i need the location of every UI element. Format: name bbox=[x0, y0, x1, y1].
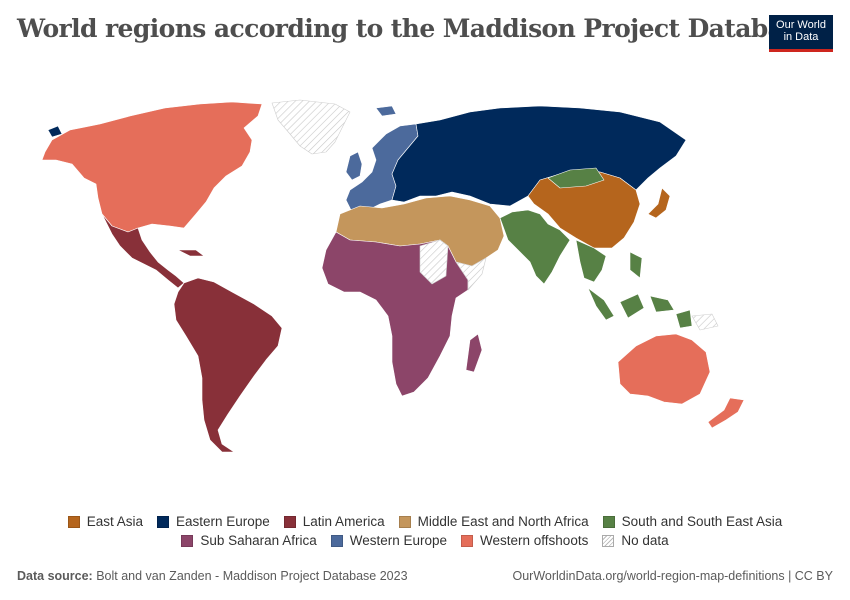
legend-label: East Asia bbox=[86, 514, 143, 529]
region-caribbean[interactable] bbox=[177, 249, 205, 257]
legend-row-1: East Asia Eastern Europe Latin America M… bbox=[0, 512, 850, 531]
region-mongolia[interactable] bbox=[547, 167, 605, 189]
legend-label: Eastern Europe bbox=[175, 514, 270, 529]
region-horn-of-africa[interactable] bbox=[455, 257, 487, 291]
legend-swatch bbox=[330, 534, 343, 547]
region-south-asia[interactable] bbox=[499, 209, 571, 285]
legend-item-latin-america[interactable]: Latin America bbox=[283, 514, 385, 529]
legend-item-western-europe[interactable]: Western Europe bbox=[330, 533, 448, 548]
legend-swatch bbox=[602, 515, 615, 528]
region-north-america[interactable] bbox=[41, 101, 263, 233]
region-greenland[interactable] bbox=[271, 99, 351, 155]
legend-item-no-data[interactable]: No data bbox=[602, 533, 669, 548]
data-source: Data source: Bolt and van Zanden - Maddi… bbox=[17, 569, 408, 583]
owid-logo[interactable]: Our World in Data bbox=[769, 15, 833, 52]
legend-label: Latin America bbox=[302, 514, 385, 529]
region-south-america[interactable] bbox=[173, 277, 283, 453]
legend-label: Western offshoots bbox=[480, 533, 589, 548]
region-sudan[interactable] bbox=[419, 239, 449, 285]
legend-item-western-offshoots[interactable]: Western offshoots bbox=[461, 533, 588, 548]
legend-item-mena[interactable]: Middle East and North Africa bbox=[398, 514, 589, 529]
legend-label: South and South East Asia bbox=[621, 514, 783, 529]
legend-row-2: Sub Saharan Africa Western Europe Wester… bbox=[0, 531, 850, 550]
logo-line-2: in Data bbox=[783, 31, 819, 43]
chart-title: World regions according to the Maddison … bbox=[17, 14, 813, 43]
legend-swatch bbox=[181, 534, 194, 547]
legend-label: Middle East and North Africa bbox=[417, 514, 589, 529]
region-papua[interactable] bbox=[691, 313, 719, 331]
data-source-label: Data source: bbox=[17, 569, 93, 583]
legend-item-eastern-europe[interactable]: Eastern Europe bbox=[156, 514, 270, 529]
region-indonesia[interactable] bbox=[587, 251, 693, 329]
legend-item-east-asia[interactable]: East Asia bbox=[67, 514, 143, 529]
footer-link[interactable]: OurWorldinData.org/world-region-map-defi… bbox=[512, 569, 833, 583]
legend-swatch-hatched bbox=[602, 534, 615, 547]
legend-label: Western Europe bbox=[349, 533, 448, 548]
legend-swatch bbox=[156, 515, 169, 528]
footer: Data source: Bolt and van Zanden - Maddi… bbox=[17, 569, 833, 583]
region-iceland[interactable] bbox=[375, 105, 397, 117]
world-map[interactable] bbox=[0, 90, 850, 490]
map-legend: East Asia Eastern Europe Latin America M… bbox=[0, 512, 850, 550]
legend-swatch bbox=[67, 515, 80, 528]
legend-item-ssa[interactable]: Sub Saharan Africa bbox=[181, 533, 317, 548]
legend-item-south-se-asia[interactable]: South and South East Asia bbox=[602, 514, 783, 529]
region-southeast-asia[interactable] bbox=[575, 239, 607, 283]
region-australia[interactable] bbox=[617, 333, 711, 405]
logo-line-1: Our World bbox=[776, 19, 826, 31]
region-british-isles[interactable] bbox=[345, 151, 363, 181]
legend-swatch bbox=[398, 515, 411, 528]
data-source-text: Bolt and van Zanden - Maddison Project D… bbox=[96, 569, 408, 583]
region-madagascar[interactable] bbox=[465, 333, 483, 373]
region-alaska-islands[interactable] bbox=[47, 125, 63, 138]
legend-swatch bbox=[461, 534, 474, 547]
region-new-zealand[interactable] bbox=[707, 397, 745, 429]
legend-label: No data bbox=[621, 533, 669, 548]
legend-label: Sub Saharan Africa bbox=[200, 533, 317, 548]
region-japan[interactable] bbox=[647, 187, 671, 219]
legend-swatch bbox=[283, 515, 296, 528]
